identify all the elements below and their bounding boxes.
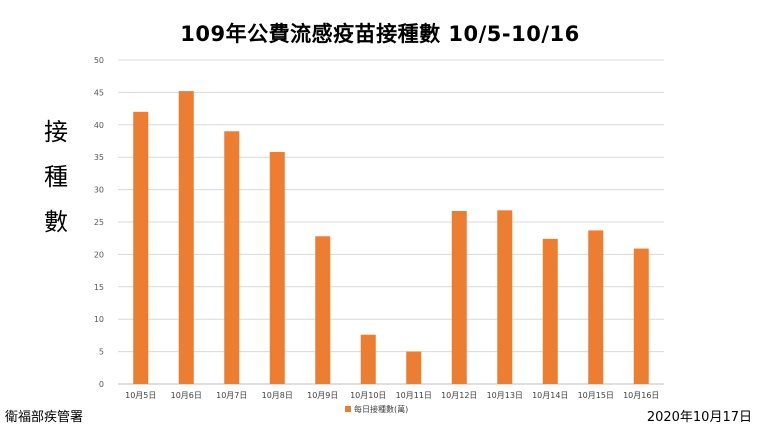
x-tick-label: 10月13日: [487, 391, 523, 400]
y-axis-label-char: 接: [44, 118, 68, 146]
x-tick-label: 10月9日: [307, 391, 338, 400]
y-tick-label: 45: [94, 88, 104, 97]
x-tick-label: 10月7日: [216, 391, 247, 400]
x-tick-label: 10月12日: [441, 391, 477, 400]
y-tick-label: 40: [94, 121, 104, 130]
source-label: 衛福部疾管署: [5, 410, 84, 425]
bar: [178, 91, 194, 384]
bar: [497, 210, 513, 384]
y-tick-label: 35: [94, 153, 104, 162]
bar: [542, 238, 558, 384]
bar: [269, 152, 285, 384]
y-tick-label: 50: [94, 56, 104, 65]
chart-title: 109年公費流感疫苗接種數 10/5-10/16: [180, 22, 580, 46]
x-tick-label: 10月8日: [262, 391, 293, 400]
x-tick-label: 10月15日: [578, 391, 614, 400]
y-tick-label: 20: [94, 250, 104, 259]
bar: [451, 210, 467, 384]
y-axis-label-char: 種: [44, 163, 68, 191]
y-tick-label: 10: [94, 315, 104, 324]
bar: [224, 131, 240, 384]
y-tick-label: 5: [99, 348, 104, 357]
bar: [406, 351, 422, 384]
y-axis-label-char: 數: [44, 208, 68, 236]
y-tick-label: 0: [99, 380, 104, 389]
y-tick-label: 30: [94, 186, 104, 195]
legend-swatch: [345, 406, 351, 412]
x-tick-label: 10月6日: [171, 391, 202, 400]
y-axis-label: 接 種 數: [36, 110, 76, 245]
x-tick-label: 10月10日: [350, 391, 386, 400]
bar: [360, 334, 376, 384]
x-tick-label: 10月16日: [623, 391, 659, 400]
x-tick-label: 10月5日: [125, 391, 156, 400]
y-tick-label: 15: [94, 283, 104, 292]
x-tick-label: 10月11日: [396, 391, 432, 400]
bar: [588, 230, 604, 384]
bar: [633, 248, 649, 384]
date-label: 2020年10月17日: [646, 410, 752, 425]
bar: [315, 236, 331, 384]
bar: [133, 111, 149, 384]
legend-label: 每日接種數(萬): [354, 404, 408, 414]
y-tick-label: 25: [94, 218, 104, 227]
x-tick-label: 10月14日: [532, 391, 568, 400]
